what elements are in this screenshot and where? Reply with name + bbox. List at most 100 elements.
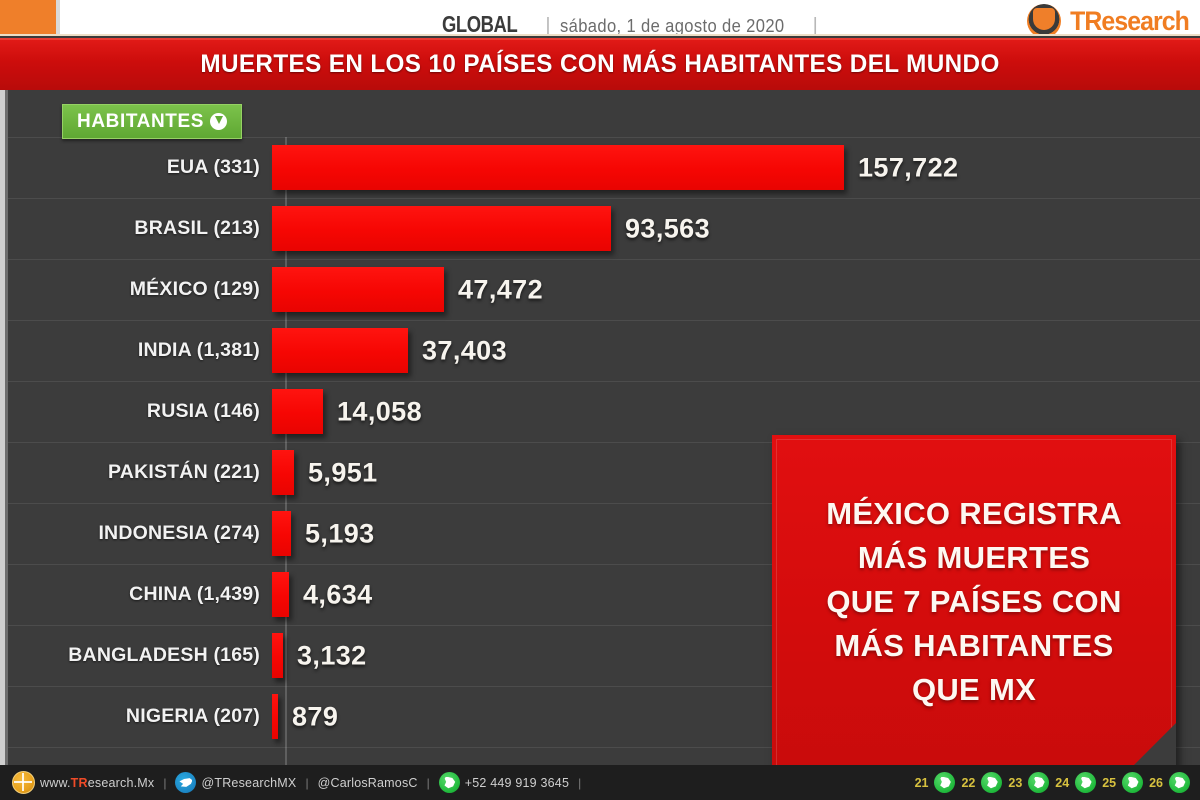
gridline <box>8 564 1200 565</box>
bar-category-label: EUA (331) <box>166 156 260 178</box>
footer-item[interactable]: @CarlosRamosC <box>318 776 418 790</box>
gridline <box>8 747 1200 748</box>
bar-track: 5,951 <box>272 442 1200 503</box>
whatsapp-phone-icon[interactable] <box>1122 772 1144 793</box>
tresearch-logo: TResearch <box>1026 4 1194 36</box>
callout-line-4: MÁS HABITANTES <box>834 628 1114 663</box>
chart-bar-row: RUSIA (146) 14,058 <box>0 381 1200 442</box>
footer-separator: | <box>578 775 582 790</box>
header-separator: | <box>545 15 551 36</box>
bar-track: 37,403 <box>272 320 1200 381</box>
footer-phone-number: 23 <box>1008 775 1023 790</box>
footer-item[interactable]: www.TResearch.Mx <box>12 771 154 794</box>
gridline <box>8 198 1200 199</box>
bar[interactable] <box>272 267 444 312</box>
callout-line-2: MÁS MUERTES <box>857 539 1091 575</box>
bar-track: 879 <box>272 686 1200 747</box>
legend-badge-label: HABITANTES <box>77 110 205 132</box>
legend-habitantes-badge[interactable]: HABITANTES <box>62 104 243 139</box>
whatsapp-phone-icon[interactable] <box>934 772 956 793</box>
footer-phone-number: 21 <box>914 775 929 790</box>
footer-item-label: @CarlosRamosC <box>317 775 418 790</box>
callout-line-5: QUE MX <box>911 672 1037 708</box>
bar[interactable] <box>272 145 844 190</box>
bar-value-label: 5,193 <box>305 518 375 548</box>
footer-item-label: @TResearchMX <box>201 775 297 790</box>
bar-track: 14,058 <box>272 381 1200 442</box>
chart-bar-row: PAKISTÁN (221) 5,951 <box>0 442 1200 503</box>
gridline <box>8 137 1200 138</box>
bar-value-label: 3,132 <box>297 640 367 670</box>
bar-track: 5,193 <box>272 503 1200 564</box>
footer-separator: | <box>163 775 167 790</box>
bar-category-label: INDIA (1,381) <box>137 339 260 361</box>
header-breadcrumb: GLOBAL | sábado, 1 de agosto de 2020 | <box>442 11 818 36</box>
header-separator-2: | <box>812 15 818 36</box>
bar[interactable] <box>272 328 408 373</box>
tresearch-logo-text: TResearch <box>1070 5 1190 36</box>
gridline <box>8 442 1200 443</box>
whatsapp-phone-icon[interactable] <box>1028 772 1050 793</box>
bar-category-label: NIGERIA (207) <box>125 705 260 727</box>
bar-track: 3,132 <box>272 625 1200 686</box>
bar-value-label: 157,722 <box>858 152 959 182</box>
gridline <box>8 259 1200 260</box>
footer-phone-number: 22 <box>961 775 976 790</box>
bar-value-label: 47,472 <box>458 274 543 304</box>
bar-category-label: BANGLADESH (165) <box>68 644 260 666</box>
bar-category-label: CHINA (1,439) <box>129 583 260 605</box>
footer-item-label: +52 449 919 3645 <box>464 775 570 790</box>
bar-category-label: MÉXICO (129) <box>129 278 260 300</box>
gridline <box>8 625 1200 626</box>
bar-category-label: PAKISTÁN (221) <box>108 461 260 483</box>
whatsapp-phone-icon[interactable] <box>1169 772 1190 793</box>
callout-box: MÉXICO REGISTRA MÁS MUERTES QUE 7 PAÍSES C… <box>772 435 1176 765</box>
callout-line-3: QUE 7 PAÍSES CON <box>826 583 1122 619</box>
bar-category-label: BRASIL (213) <box>134 217 260 239</box>
footer-separator: | <box>426 775 430 790</box>
bar-track: 157,722 <box>272 137 1200 198</box>
footer-item[interactable]: +52 449 919 3645 <box>438 772 570 793</box>
footer-bar: www.TResearch.Mx | @TResearchMX | @CarlosRam… <box>0 765 1200 800</box>
footer-contact-list: www.TResearch.Mx | @TResearchMX | @CarlosRam… <box>0 771 583 794</box>
callout-folded-corner <box>1104 723 1176 765</box>
chart-bar-row: BANGLADESH (165) 3,132 <box>0 625 1200 686</box>
bar-track: 93,563 <box>272 198 1200 259</box>
chart-bar-rows: EUA (331) 157,722 BRASIL (213) 93,563 MÉXICO… <box>0 137 1200 765</box>
header-section-label: GLOBAL <box>442 11 518 36</box>
chart-bar-row: NIGERIA (207) 879 <box>0 686 1200 747</box>
globe-icon <box>12 771 35 794</box>
whatsapp-phone-icon[interactable] <box>981 772 1003 793</box>
bar[interactable] <box>272 511 291 556</box>
header-accent-edge <box>56 0 60 34</box>
bar[interactable] <box>272 450 294 495</box>
page-title: MUERTES EN LOS 10 PAÍSES CON MÁS HABITAN… <box>200 49 1000 78</box>
gridline <box>8 686 1200 687</box>
chart-bar-row: INDIA (1,381) 37,403 <box>0 320 1200 381</box>
bar[interactable] <box>272 694 278 739</box>
bar-value-label: 5,951 <box>308 457 378 487</box>
footer-phone-list: 21 22 23 24 25 26 <box>915 772 1200 793</box>
twitter-icon <box>175 772 197 793</box>
panel-left-edge <box>0 90 5 765</box>
callout-text: MÉXICO REGISTRA MÁS MUERTES QUE 7 PAÍSES C… <box>826 492 1122 738</box>
bar-value-label: 93,563 <box>625 213 710 243</box>
bar-value-label: 37,403 <box>422 335 507 365</box>
footer-item[interactable]: @TResearchMX <box>175 772 296 793</box>
bar[interactable] <box>272 206 611 251</box>
header-content: GLOBAL | sábado, 1 de agosto de 2020 | <box>60 0 1200 36</box>
panel-left-edge-shadow <box>5 90 8 765</box>
gridline <box>8 320 1200 321</box>
bar[interactable] <box>272 633 283 678</box>
chart-bar-row: EUA (331) 157,722 <box>0 137 1200 198</box>
bar-value-label: 14,058 <box>337 396 422 426</box>
bar-category-label: INDONESIA (274) <box>98 522 260 544</box>
bar[interactable] <box>272 389 323 434</box>
bar[interactable] <box>272 572 289 617</box>
chart-bar-row: CHINA (1,439) 4,634 <box>0 564 1200 625</box>
title-band: MUERTES EN LOS 10 PAÍSES CON MÁS HABITAN… <box>0 38 1200 90</box>
whatsapp-phone-icon[interactable] <box>1075 772 1097 793</box>
bar-value-label: 4,634 <box>303 579 373 609</box>
footer-phone-number: 26 <box>1149 775 1163 790</box>
chart-bar-row: MÉXICO (129) 47,472 <box>0 259 1200 320</box>
